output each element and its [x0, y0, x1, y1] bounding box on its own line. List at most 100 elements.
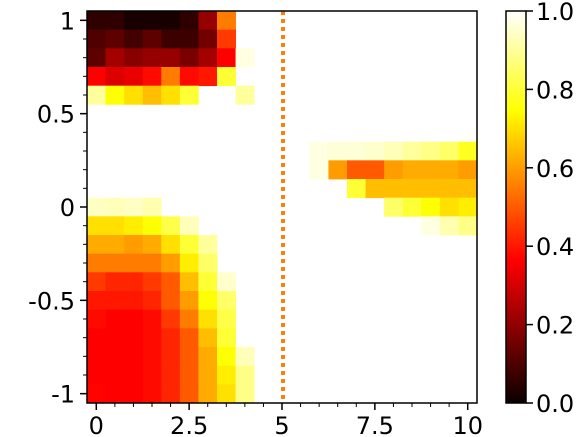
colorbar-tick-label: 0.0: [536, 390, 574, 418]
heatmap-cell: [87, 347, 106, 367]
heatmap-cell: [87, 291, 106, 311]
heatmap-cell: [124, 85, 144, 105]
heatmap-cell: [142, 29, 162, 49]
y-tick-label: -1: [51, 381, 75, 409]
heatmap-cell: [198, 67, 218, 87]
heatmap-cell: [198, 235, 218, 255]
y-tick-label: 0: [60, 194, 75, 222]
heatmap-cell: [198, 384, 218, 404]
heatmap-cell: [198, 309, 218, 329]
heatmap-cell: [124, 235, 144, 255]
heatmap-cell: [217, 291, 236, 311]
heatmap-cell: [142, 384, 162, 404]
heatmap-cell: [198, 272, 218, 292]
heatmap-cell: [87, 67, 106, 87]
heatmap-cell: [161, 328, 181, 348]
heatmap-cell: [217, 272, 236, 292]
heatmap-cell: [179, 253, 199, 273]
heatmap-cell: [179, 29, 199, 49]
heatmap-cell: [105, 309, 125, 329]
heatmap-cells: [87, 11, 478, 404]
heatmap-cell: [179, 85, 199, 105]
heatmap-cell: [161, 67, 181, 87]
heatmap-cell: [142, 235, 162, 255]
heatmap-cell: [124, 67, 144, 87]
heatmap-cell: [105, 216, 125, 236]
heatmap-cell: [142, 272, 162, 292]
heatmap-cell: [105, 85, 125, 105]
heatmap-cell: [439, 141, 459, 161]
heatmap-cell: [161, 384, 181, 404]
heatmap-cell: [87, 253, 106, 273]
heatmap-cell: [458, 179, 478, 199]
heatmap-cell: [105, 197, 125, 217]
colorbar-tick-label: 0.6: [536, 155, 574, 183]
heatmap-cell: [124, 48, 144, 68]
heatmap-cell: [142, 253, 162, 273]
heatmap-cell: [161, 365, 181, 385]
heatmap-cell: [309, 141, 329, 161]
heatmap-cell: [142, 365, 162, 385]
heatmap-cell: [105, 29, 125, 49]
heatmap-cell: [439, 179, 459, 199]
heatmap-cell: [161, 309, 181, 329]
heatmap-cell: [458, 197, 478, 217]
heatmap-cell: [179, 309, 199, 329]
colorbar-gradient: [505, 10, 527, 404]
heatmap-cell: [384, 160, 404, 180]
heatmap-cell: [365, 160, 385, 180]
heatmap-cell: [198, 365, 218, 385]
heatmap-cell: [179, 235, 199, 255]
heatmap-cell: [124, 11, 144, 31]
heatmap-cell: [384, 197, 404, 217]
heatmap-cell: [217, 365, 236, 385]
heatmap-cell: [179, 291, 199, 311]
heatmap-cell: [347, 141, 366, 161]
heatmap-cell: [439, 197, 459, 217]
heatmap-cell: [105, 272, 125, 292]
heatmap-cell: [421, 160, 441, 180]
heatmap-cell: [402, 179, 422, 199]
heatmap-cell: [124, 197, 144, 217]
heatmap-cell: [87, 328, 106, 348]
heatmap-cell: [198, 328, 218, 348]
heatmap-cell: [87, 235, 106, 255]
y-tick-label: -0.5: [28, 287, 75, 315]
heatmap-cell: [161, 253, 181, 273]
x-tick-label: 0: [89, 412, 104, 437]
heatmap-cell: [105, 253, 125, 273]
heatmap-cell: [124, 272, 144, 292]
heatmap-cell: [179, 67, 199, 87]
heatmap-cell: [105, 365, 125, 385]
heatmap-cell: [217, 29, 236, 49]
heatmap-cell: [124, 291, 144, 311]
heatmap-cell: [142, 48, 162, 68]
heatmap-cell: [124, 216, 144, 236]
heatmap-cell: [217, 67, 236, 87]
heatmap-cell: [235, 48, 255, 68]
heatmap-cell: [124, 347, 144, 367]
heatmap-cell: [105, 48, 125, 68]
heatmap-cell: [179, 365, 199, 385]
x-tick-label: 7.5: [356, 412, 394, 437]
heatmap-cell: [439, 160, 459, 180]
y-tick-label: 0.5: [37, 101, 75, 129]
heatmap-cell: [328, 141, 348, 161]
heatmap-cell: [142, 197, 162, 217]
heatmap-cell: [235, 365, 255, 385]
heatmap-cell: [384, 179, 404, 199]
heatmap-cell: [161, 272, 181, 292]
heatmap-cell: [179, 272, 199, 292]
heatmap-cell: [105, 328, 125, 348]
heatmap-cell: [365, 141, 385, 161]
heatmap-cell: [421, 141, 441, 161]
heatmap-cell: [384, 141, 404, 161]
y-tick-label: 1: [60, 7, 75, 35]
heatmap-cell: [198, 48, 218, 68]
heatmap-cell: [87, 272, 106, 292]
heatmap-cell: [217, 347, 236, 367]
heatmap-cell: [402, 160, 422, 180]
heatmap-cell: [161, 29, 181, 49]
heatmap-cell: [105, 235, 125, 255]
heatmap-cell: [142, 309, 162, 329]
